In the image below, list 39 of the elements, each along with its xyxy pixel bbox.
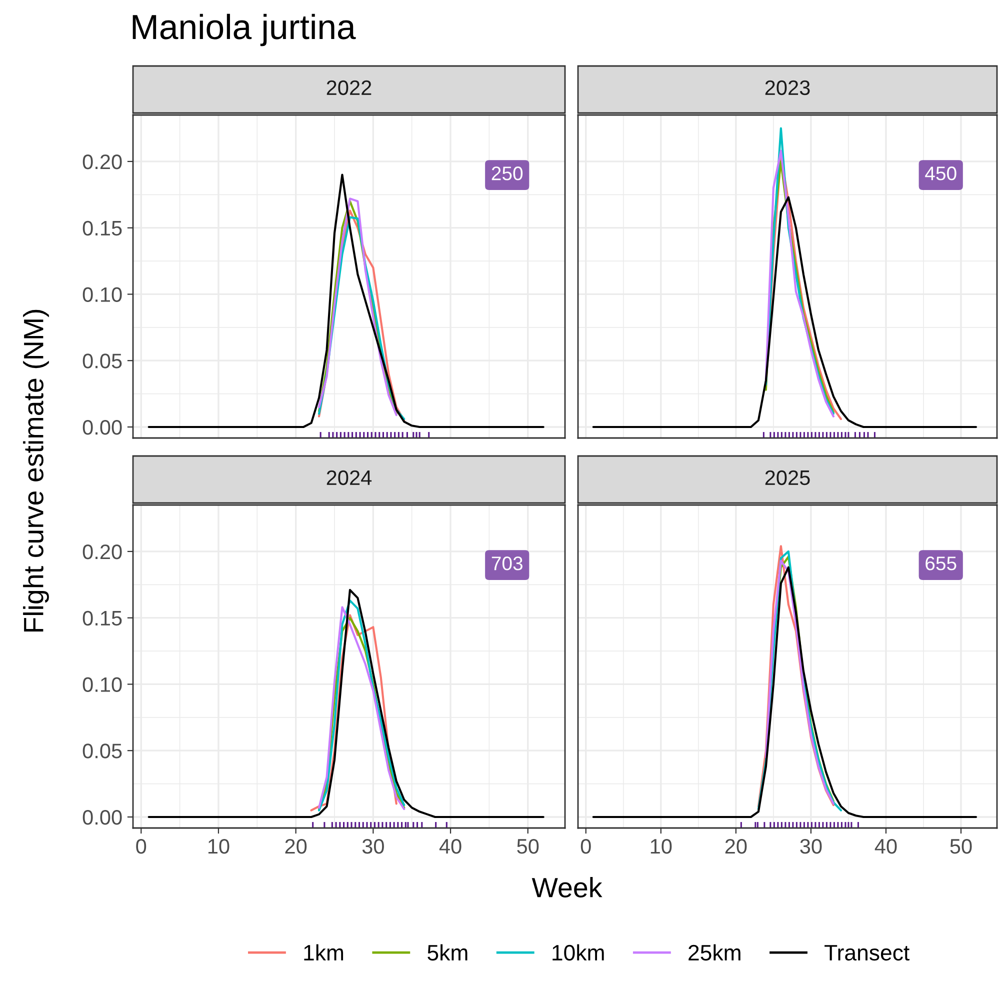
x-tick-label: 50 [517,838,539,854]
legend-label: Transect [824,945,910,961]
y-tick-label: 0.05 [82,744,122,758]
x-tick-label: 40 [874,838,897,854]
legend-label: 1km [304,944,344,960]
chart-subtitle: 2025 [765,470,810,486]
x-tick-label: 20 [725,838,747,854]
x-tick-label: 10 [208,838,230,854]
y-tick-label: 0.05 [82,354,122,368]
y-tick-label: 0.00 [82,420,122,435]
legend-label: 5km [428,944,468,961]
chart-subtitle: 2023 [765,80,810,96]
x-tick-label: 10 [650,838,672,854]
x-tick-label: 0 [580,838,591,854]
chart-subtitle: 2022 [326,80,372,96]
annotation: 450 [925,166,956,180]
x-tick-label: 0 [136,838,146,854]
chart-title: Maniola jurtina [132,14,356,46]
legend-label: 10km [552,944,604,961]
y-tick-label: 0.10 [82,287,122,302]
x-tick-label: 50 [950,838,972,854]
y-tick-label: 0.20 [82,544,122,560]
y-tick-label: 0.15 [82,610,122,626]
y-tick-label: 0.20 [82,154,122,170]
x-axis-title: Week [532,877,602,898]
legend-label: 25km [688,944,740,961]
x-tick-label: 30 [800,838,822,854]
chart-subtitle: 2024 [326,470,372,486]
annotation: 250 [492,166,523,180]
annotation: 703 [492,556,522,570]
x-tick-label: 40 [439,838,462,854]
x-tick-label: 30 [362,838,384,854]
y-tick-label: 0.15 [82,220,122,236]
y-tick-label: 0.10 [82,677,122,692]
x-tick-label: 20 [285,838,307,854]
annotation: 655 [926,556,956,570]
y-tick-label: 0.00 [82,810,122,825]
line-series [148,588,544,818]
y-axis-title: Flight curve estimate (NM) [23,310,49,632]
